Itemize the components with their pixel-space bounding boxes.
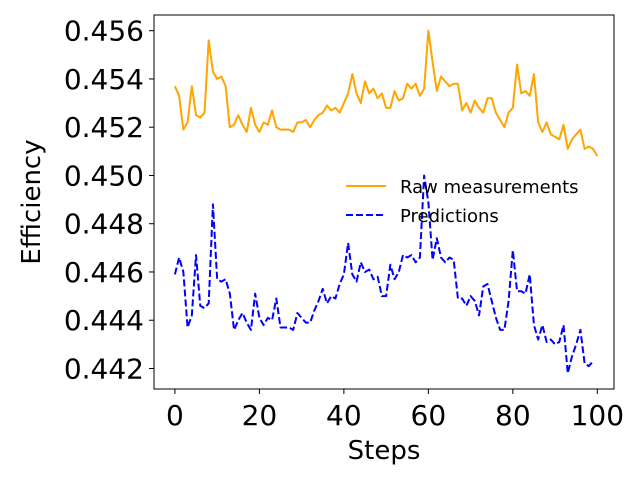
x-tick-label: 60 [411,399,447,432]
series-line-raw-measurements [173,29,599,157]
y-tick-label: 0.450 [64,159,144,192]
legend-label-raw-measurements: Raw measurements [400,177,579,198]
x-axis: 0 20 40 60 80 100 [166,389,624,432]
series-line-predictions [173,174,594,375]
y-tick-label: 0.452 [64,111,144,144]
y-tick-label: 0.444 [64,304,144,337]
y-tick-label: 0.446 [64,256,144,289]
y-tick-label: 0.456 [64,15,144,48]
legend: Raw measurements Predictions [346,177,579,227]
x-tick-label: 80 [495,399,531,432]
legend-label-predictions: Predictions [400,206,499,227]
x-tick-label: 100 [571,399,624,432]
series-layer [173,29,599,375]
plot-frame [153,14,615,390]
x-tick-label: 40 [326,399,362,432]
x-axis-title: Steps [348,436,421,466]
y-axis: 0.442 0.444 0.446 0.448 0.450 0.452 0.454 0.456 [64,15,154,385]
x-tick-label: 20 [242,399,278,432]
y-tick-label: 0.454 [64,63,144,96]
y-tick-label: 0.442 [64,352,144,385]
x-tick-label: 0 [166,399,184,432]
y-axis-title: Efficiency [17,139,47,264]
y-tick-label: 0.448 [64,208,144,241]
